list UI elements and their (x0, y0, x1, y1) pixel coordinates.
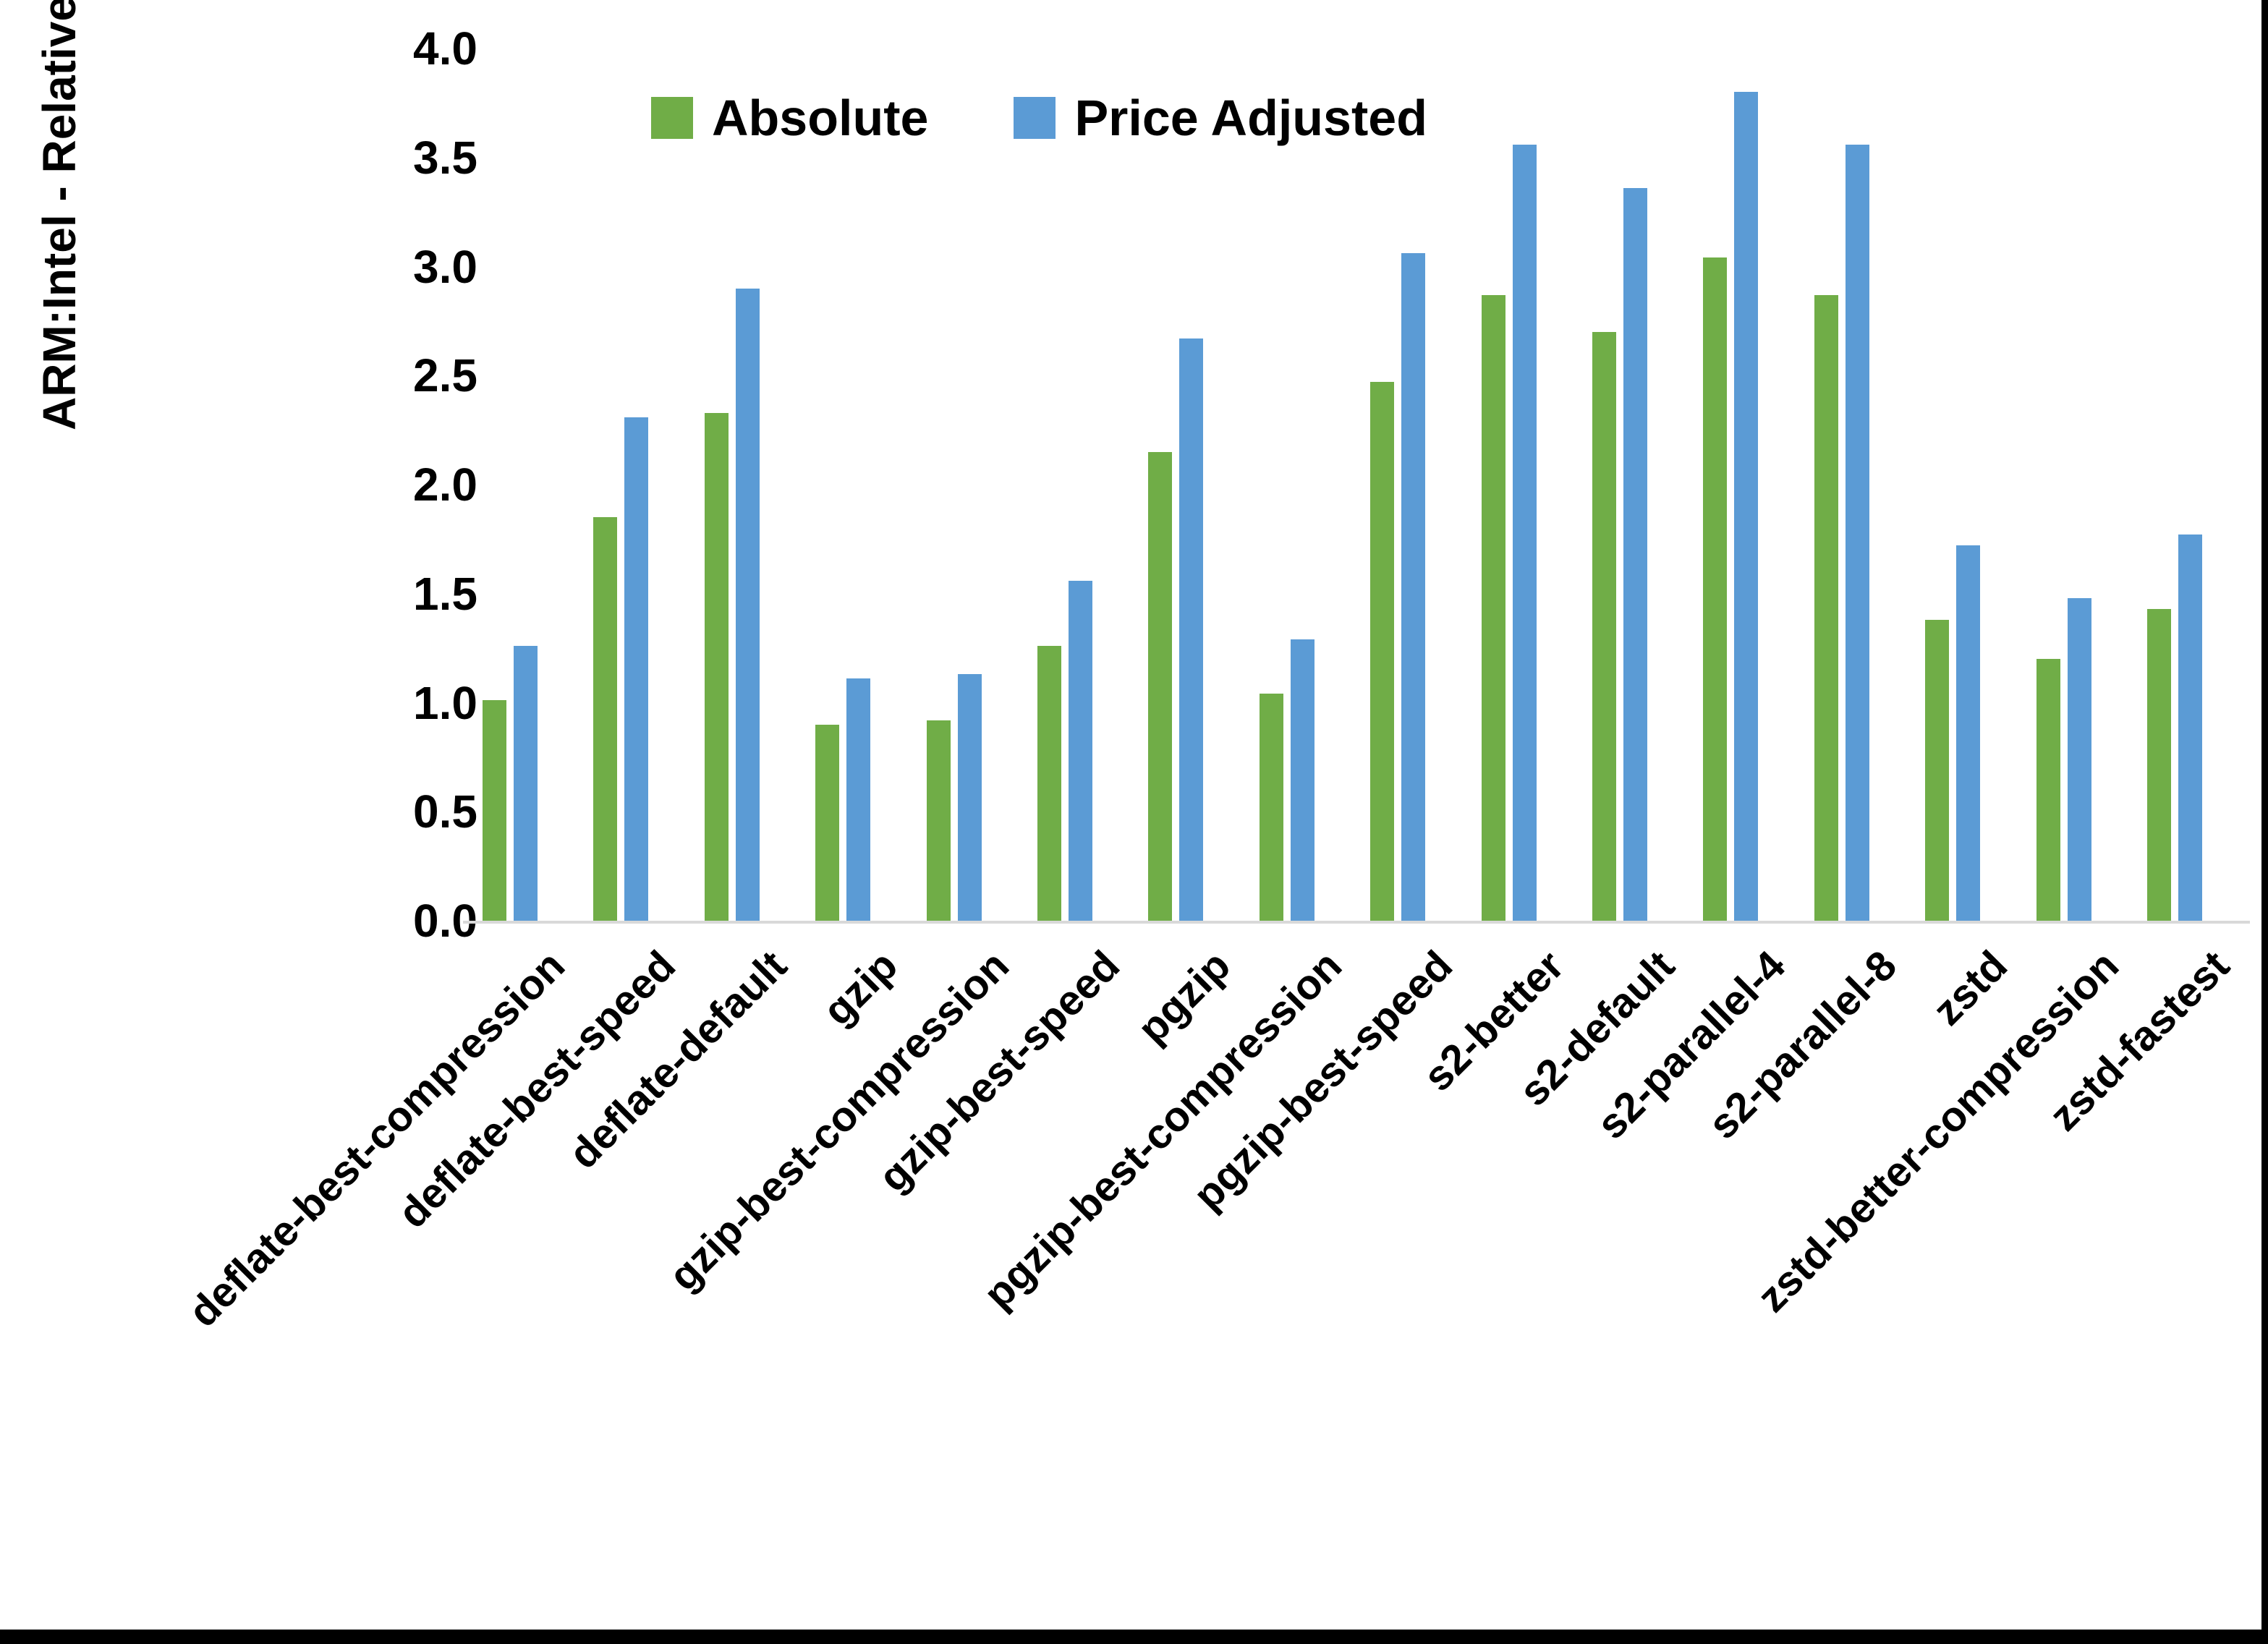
bar-price-adjusted-gzip-best-compression (957, 674, 982, 921)
bar-absolute-deflate-default (704, 412, 729, 921)
y-tick-label: 0.5 (413, 785, 477, 838)
bar-absolute-s2-better (1481, 294, 1505, 921)
y-tick-label: 1.0 (413, 676, 477, 729)
legend-item-absolute: Absolute (651, 93, 928, 143)
bar-price-adjusted-s2-parallel-4 (1734, 92, 1759, 921)
bar-absolute-pgzip-best-compression (1259, 694, 1283, 921)
legend-item-price-adjusted: Price Adjusted (1014, 93, 1427, 143)
x-axis-line (463, 921, 2250, 924)
screenshot-border-right (2261, 0, 2268, 1644)
bar-absolute-gzip-best-compression (926, 720, 951, 921)
y-tick-label: 1.5 (413, 567, 477, 620)
bar-price-adjusted-deflate-default (735, 288, 760, 921)
bar-price-adjusted-zstd (1956, 545, 1981, 921)
bar-absolute-s2-parallel-8 (1814, 294, 1838, 921)
legend: Absolute Price Adjusted (651, 93, 1427, 143)
bar-price-adjusted-s2-better (1512, 144, 1537, 921)
bar-absolute-gzip (815, 724, 840, 921)
y-tick-label: 3.0 (413, 240, 477, 293)
y-tick-label: 2.0 (413, 459, 477, 511)
bar-price-adjusted-zstd-better-compression (2067, 597, 2091, 921)
bar-absolute-pgzip-best-speed (1370, 382, 1395, 921)
bar-price-adjusted-pgzip (1179, 338, 1204, 921)
bar-price-adjusted-s2-parallel-8 (1845, 144, 1869, 921)
legend-swatch-price-adjusted-icon (1014, 97, 1056, 139)
bar-absolute-deflate-best-compression (483, 700, 506, 921)
bar-price-adjusted-gzip-best-speed (1069, 580, 1092, 921)
screenshot-border-bottom (0, 1630, 2268, 1644)
bar-price-adjusted-deflate-best-speed (624, 417, 649, 921)
y-axis-title: ARM:Intel - Relative Performance (33, 0, 85, 431)
y-tick-label: 2.5 (413, 349, 477, 402)
bar-absolute-zstd (1925, 619, 1950, 921)
bar-price-adjusted-s2-default (1623, 187, 1647, 921)
bar-price-adjusted-gzip (846, 678, 871, 921)
y-tick-label: 4.0 (413, 22, 477, 74)
y-tick-label: 0.0 (413, 895, 477, 947)
legend-label-price-adjusted: Price Adjusted (1074, 90, 1427, 146)
bar-absolute-s2-parallel-4 (1703, 257, 1728, 921)
legend-label-absolute: Absolute (712, 90, 929, 146)
legend-swatch-absolute-icon (651, 97, 693, 139)
bar-absolute-gzip-best-speed (1037, 646, 1061, 921)
bar-price-adjusted-pgzip-best-compression (1290, 639, 1314, 921)
bar-price-adjusted-deflate-best-compression (514, 646, 538, 921)
bar-absolute-deflate-best-speed (593, 517, 618, 921)
bar-price-adjusted-pgzip-best-speed (1401, 253, 1426, 921)
bar-absolute-zstd-fastest (2147, 608, 2171, 921)
bar-absolute-s2-default (1592, 331, 1616, 921)
bar-absolute-pgzip (1148, 451, 1173, 921)
bar-absolute-zstd-better-compression (2036, 659, 2060, 921)
bar-price-adjusted-zstd-fastest (2178, 534, 2202, 921)
y-tick-label: 3.5 (413, 131, 477, 184)
